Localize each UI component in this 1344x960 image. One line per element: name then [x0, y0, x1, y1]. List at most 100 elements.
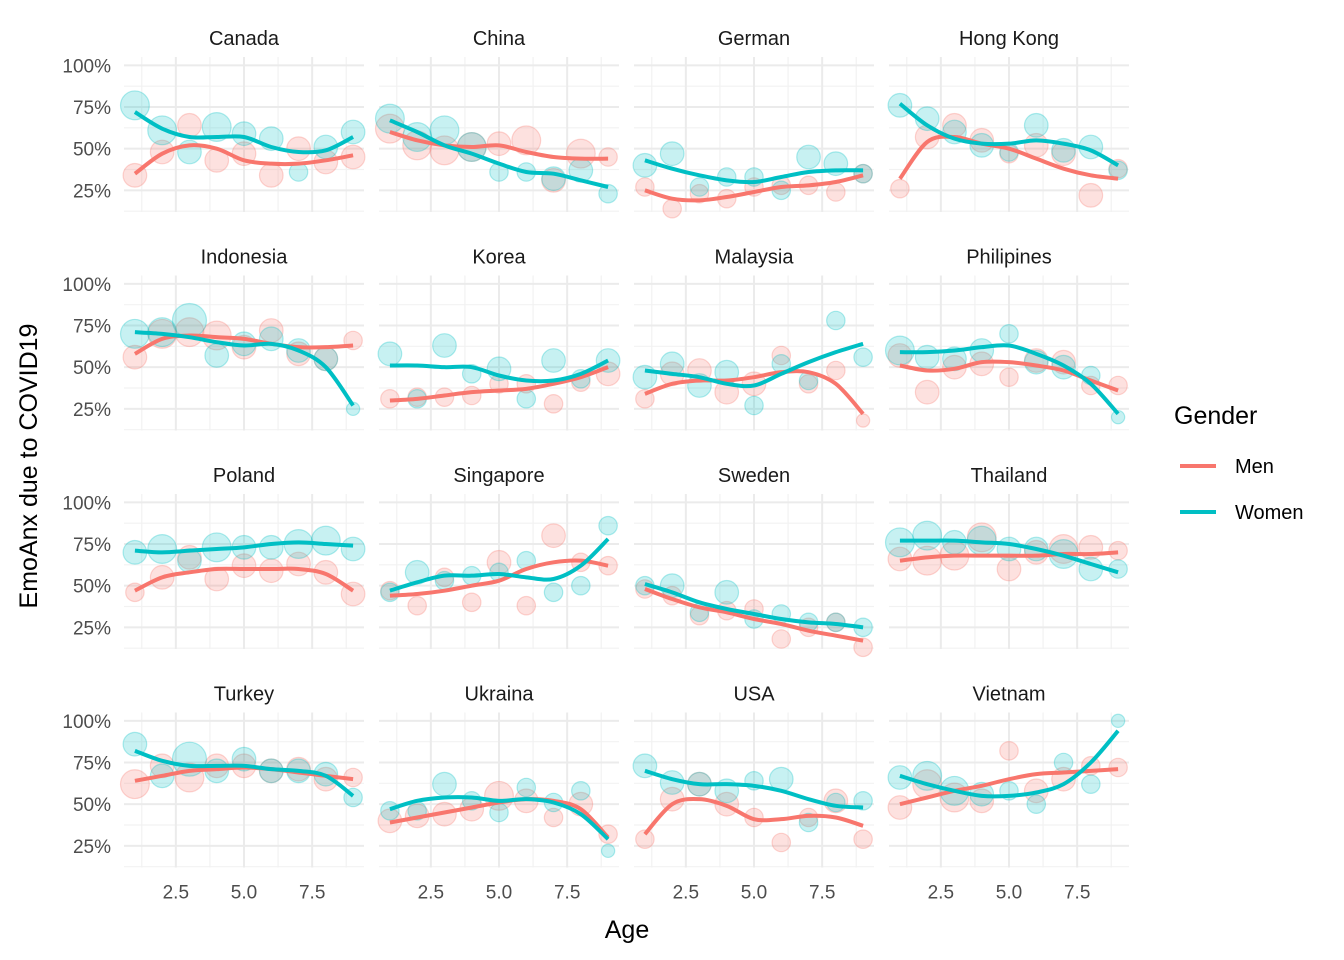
x-tick-label: 2.5 [928, 883, 954, 904]
men-point [635, 389, 655, 409]
men-point [914, 379, 940, 405]
men-point [258, 162, 284, 188]
women-point [598, 183, 618, 204]
facet-panel: Ukraina 2.5 5.0 7.5 [377, 684, 619, 904]
men-smooth-line [644, 369, 865, 416]
facet-strip-label: Hong Kong [959, 28, 1059, 50]
facet-panel: German [632, 28, 874, 219]
y-tick-label: 75% [73, 535, 111, 556]
women-point [310, 525, 341, 556]
women-point [516, 777, 537, 798]
women-smooth-line [644, 341, 864, 389]
x-tick-label: 7.5 [554, 883, 580, 904]
women-point [541, 348, 566, 373]
x-tick-label: 7.5 [299, 883, 325, 904]
women-point [1110, 409, 1126, 425]
women-point [1023, 112, 1049, 138]
men-smooth-line [898, 134, 1119, 181]
facet-panel: Vietnam 2.5 5.0 7.5 [887, 684, 1129, 904]
women-point [231, 121, 257, 147]
women-point [571, 575, 591, 596]
y-tick-label: 100% [62, 275, 111, 296]
women-point [489, 802, 509, 823]
women-point [516, 389, 537, 409]
women-point [374, 103, 405, 134]
facet-strip-label: Canada [209, 28, 280, 50]
men-point [119, 769, 150, 800]
women-smooth-line [389, 358, 609, 384]
women-point [147, 533, 178, 564]
women-point [969, 338, 995, 363]
y-tick-label: 75% [73, 317, 111, 338]
facet-panel: Turkey 100% 75% 50% 25% 2.5 5.0 7.5 [62, 684, 364, 904]
facet-panel: Sweden [634, 465, 874, 658]
facet-strip-label: Singapore [453, 465, 544, 487]
facet-strip-label: Malaysia [715, 247, 795, 269]
men-point [565, 138, 596, 169]
men-smooth-line [389, 365, 609, 403]
facet-strip-label: Thailand [971, 465, 1048, 487]
y-tick-label: 100% [62, 56, 111, 77]
men-point [771, 629, 792, 649]
y-tick-label: 50% [73, 140, 111, 161]
women-point [632, 152, 658, 178]
women-point [853, 163, 873, 184]
women-point [598, 515, 618, 536]
women-point [914, 344, 940, 370]
women-point [340, 119, 366, 145]
y-tick-label: 100% [62, 712, 111, 733]
women-point [122, 731, 148, 757]
x-axis-title: Age [605, 916, 649, 944]
facet-strip-label: Indonesia [201, 247, 289, 269]
women-point [432, 771, 457, 797]
men-smooth-line [899, 550, 1119, 563]
women-smooth-line [644, 582, 864, 630]
y-tick-label: 50% [73, 795, 111, 816]
facet-strip-label: German [718, 28, 790, 50]
women-point [999, 324, 1019, 344]
men-point [286, 136, 311, 162]
women-point [380, 801, 400, 821]
men-smooth-line [644, 173, 864, 203]
women-point [571, 781, 591, 801]
women-point [380, 582, 400, 603]
y-tick-label: 50% [73, 577, 111, 598]
men-point [826, 182, 846, 202]
women-smooth-line [389, 795, 610, 841]
facet-strip-label: Poland [213, 465, 275, 487]
y-tick-label: 100% [62, 493, 111, 514]
men-point [771, 345, 792, 366]
y-tick-label: 25% [73, 618, 111, 639]
x-tick-label: 5.0 [231, 883, 257, 904]
women-point [432, 333, 457, 358]
women-point [1053, 752, 1074, 773]
facet-panel: Malaysia [632, 247, 874, 431]
y-tick-label: 25% [73, 181, 111, 202]
women-smooth-line [899, 729, 1120, 799]
men-smooth-line [389, 130, 609, 161]
women-point [826, 310, 846, 331]
women-point [377, 341, 403, 367]
women-smooth-line [644, 768, 864, 810]
men-point [1108, 757, 1128, 778]
facet-strip-label: Ukraina [465, 684, 535, 706]
legend-label-women: Women [1235, 502, 1304, 524]
men-point [543, 807, 564, 828]
facet-panel: Thailand [884, 465, 1129, 649]
men-point [231, 553, 257, 579]
women-smooth-line [389, 537, 610, 593]
facet-strip-label: Turkey [214, 684, 274, 706]
women-point [204, 343, 230, 368]
y-tick-label: 25% [73, 837, 111, 858]
women-point [600, 843, 616, 859]
women-point [541, 166, 566, 192]
women-smooth-line [898, 102, 1120, 168]
men-smooth-line [133, 333, 354, 356]
men-point [887, 795, 913, 820]
men-point [407, 595, 427, 616]
facet-panel: Korea [377, 247, 621, 431]
facet-panel: China [374, 28, 619, 212]
facet-strip-label: Sweden [718, 465, 790, 487]
women-point [258, 534, 284, 560]
women-point [171, 302, 208, 339]
